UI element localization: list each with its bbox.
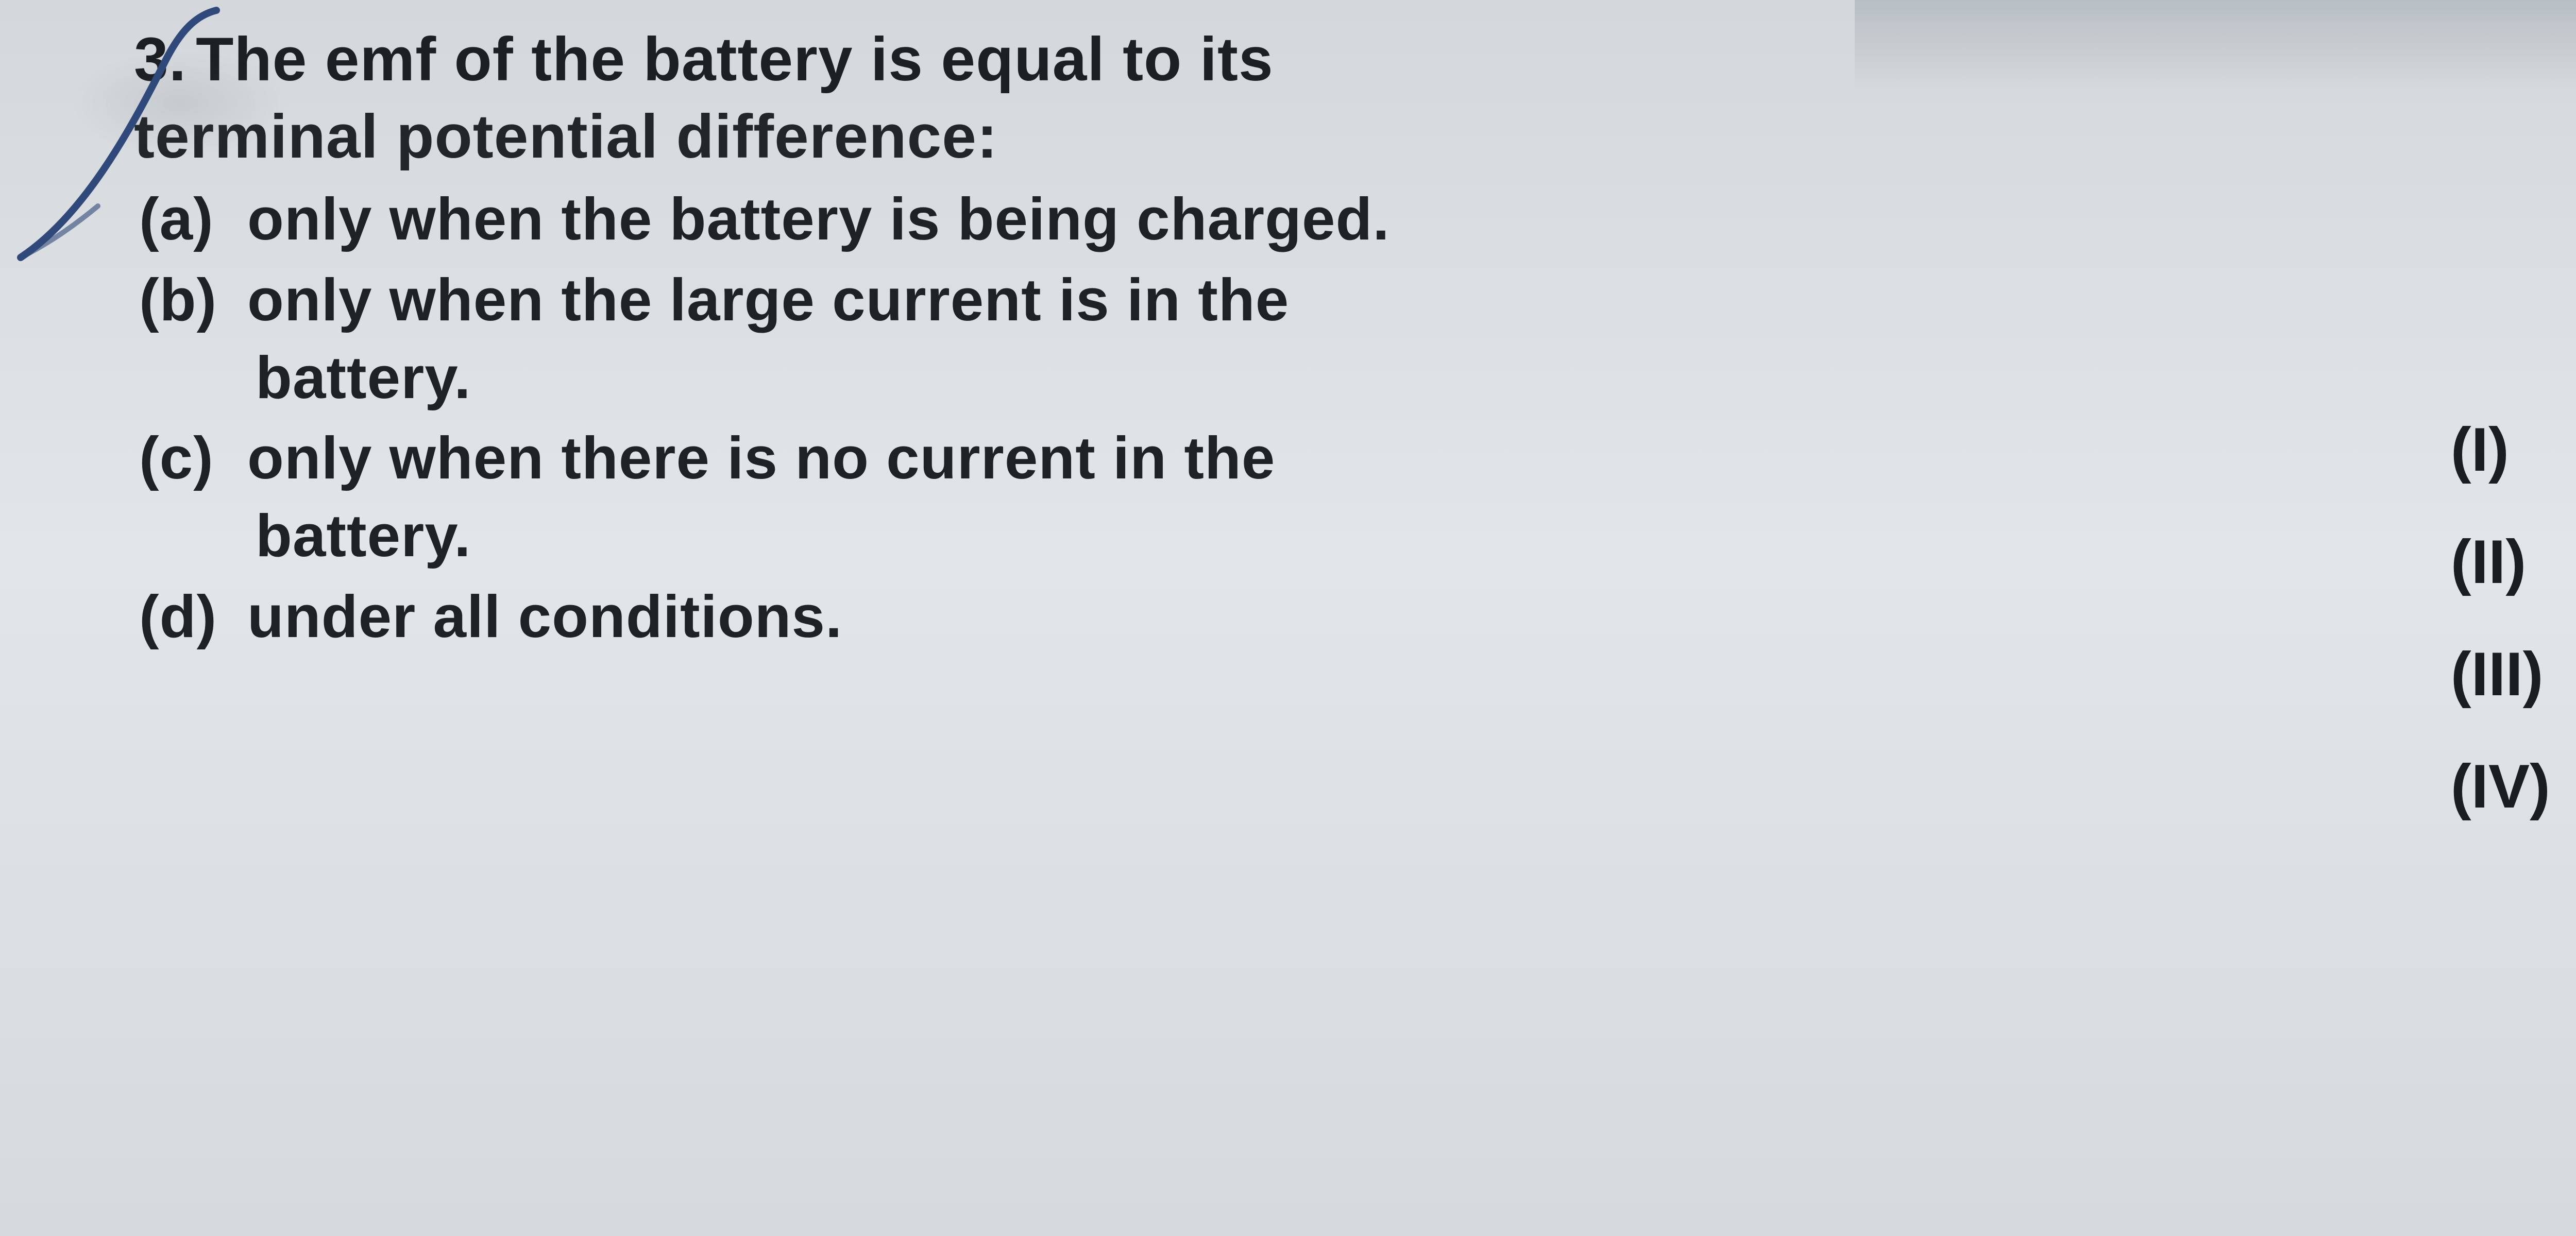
options-list: (a)only when the battery is being charge… <box>134 180 2246 656</box>
numeral-i: (I) <box>2451 414 2550 485</box>
option-a: (a)only when the battery is being charge… <box>134 180 2246 258</box>
option-c-text-line-1: only when there is no current in the <box>247 424 1275 491</box>
option-c-label: (c) <box>139 419 247 497</box>
question-stem-line-2: terminal potential difference: <box>134 98 2246 175</box>
option-b-label: (b) <box>139 261 247 339</box>
numeral-ii: (II) <box>2451 526 2550 597</box>
question-number: 3. <box>134 21 187 98</box>
option-b-text-line-2: battery. <box>134 339 2246 417</box>
option-a-label: (a) <box>139 180 247 258</box>
stem-text-1: The emf of the battery is equal to its <box>196 25 1274 94</box>
option-b: (b)only when the large current is in the <box>134 261 2246 339</box>
question-stem-line-1: 3.The emf of the battery is equal to its <box>134 21 2246 98</box>
option-c: (c)only when there is no current in the <box>134 419 2246 497</box>
numeral-iv: (IV) <box>2451 751 2550 822</box>
option-c-text-line-2: battery. <box>134 497 2246 575</box>
right-numeral-column: (I) (II) (III) (IV) <box>2451 0 2555 1236</box>
option-d-text: under all conditions. <box>247 583 842 650</box>
question-block: 3.The emf of the battery is equal to its… <box>134 21 2246 656</box>
option-b-text-line-1: only when the large current is in the <box>247 266 1289 333</box>
page-scan: 3.The emf of the battery is equal to its… <box>0 0 2576 1236</box>
numeral-iii: (III) <box>2451 639 2550 710</box>
option-d-label: (d) <box>139 578 247 656</box>
option-d: (d)under all conditions. <box>134 578 2246 656</box>
option-a-text: only when the battery is being charged. <box>247 185 1390 252</box>
